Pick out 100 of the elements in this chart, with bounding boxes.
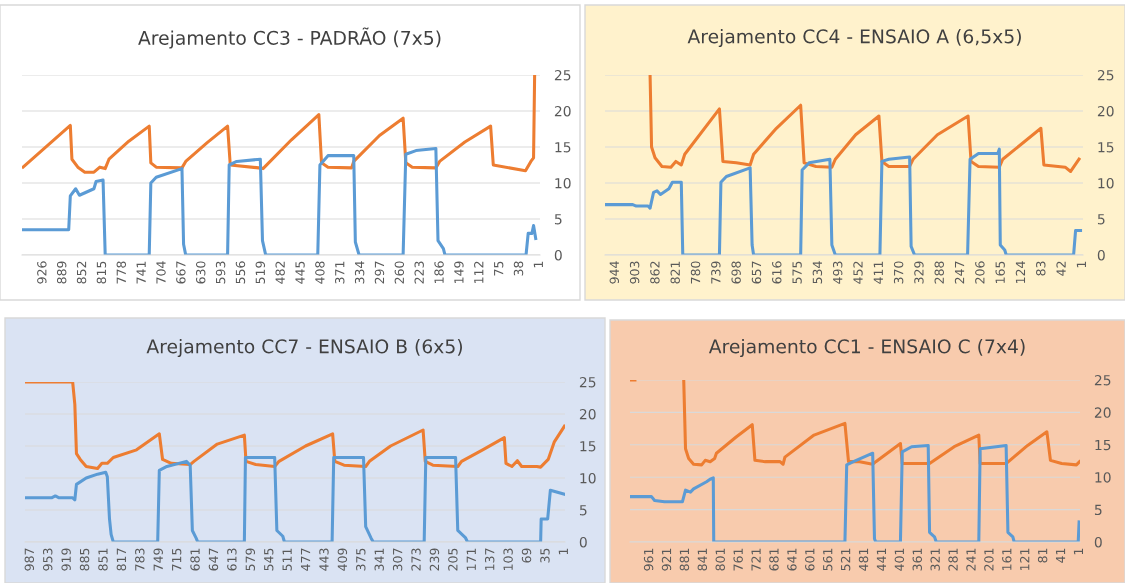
x-tick-label: 223 <box>414 261 424 284</box>
y-tick-label: 10 <box>580 472 596 484</box>
x-tick-label: 817 <box>116 548 127 571</box>
x-tick-label: 371 <box>335 261 345 284</box>
y-tick-label: 15 <box>555 142 571 153</box>
x-tick-label: 601 <box>805 548 815 571</box>
y-tick-label: 0 <box>1094 536 1102 548</box>
y-tick-label: 10 <box>1098 177 1114 189</box>
x-tick-label: 739 <box>711 261 721 284</box>
line-series <box>630 443 1080 542</box>
y-tick-label: 25 <box>1094 374 1111 386</box>
x-tick-label: 704 <box>156 261 166 284</box>
x-tick-label: 616 <box>772 261 782 284</box>
x-tick-label: 112 <box>474 261 484 284</box>
x-tick-label: 841 <box>697 548 708 571</box>
x-tick-label: 741 <box>136 261 146 284</box>
x-tick-label: 42 <box>1056 261 1066 276</box>
x-tick-label: 889 <box>56 261 67 284</box>
y-tick-label: 5 <box>1094 504 1102 516</box>
y-tick-label: 25 <box>1097 69 1114 81</box>
x-tick-label: 903 <box>629 261 640 284</box>
x-tick-label: 778 <box>116 261 127 284</box>
x-tick-label: 307 <box>392 548 403 571</box>
x-tick-label: 801 <box>715 548 725 571</box>
x-tick-label: 341 <box>374 548 384 571</box>
chart-title: Arejamento CC7 - ENSAIO B (6x5) <box>146 338 462 358</box>
y-tick-label: 20 <box>1097 105 1114 117</box>
y-tick-label: 0 <box>579 536 587 548</box>
x-tick-label: 149 <box>454 261 464 284</box>
x-tick-label: 206 <box>975 261 985 284</box>
x-tick-label: 630 <box>196 261 206 284</box>
x-tick-label: 260 <box>394 261 405 284</box>
line-series <box>25 455 565 542</box>
x-tick-label: 121 <box>1019 548 1030 571</box>
x-tick-label: 1 <box>1076 261 1086 268</box>
x-tick-label: 641 <box>787 548 797 571</box>
x-tick-label: 885 <box>79 548 90 571</box>
y-tick-label: 5 <box>579 505 587 516</box>
x-tick-label: 186 <box>434 261 444 284</box>
x-tick-label: 281 <box>948 548 958 571</box>
line-series <box>25 382 565 470</box>
x-tick-label: 1 <box>1073 548 1083 555</box>
x-tick-label: 408 <box>315 261 325 284</box>
x-tick-label: 401 <box>894 548 905 571</box>
y-tick-label: 15 <box>580 441 596 452</box>
x-tick-label: 493 <box>832 261 843 284</box>
x-tick-label: 35 <box>540 548 550 563</box>
y-tick-label: 20 <box>554 105 571 117</box>
x-tick-label: 761 <box>733 548 743 571</box>
x-tick-label: 297 <box>374 261 385 284</box>
x-tick-label: 852 <box>76 261 87 284</box>
x-tick-label: 545 <box>264 548 274 571</box>
x-tick-label: 441 <box>876 548 886 571</box>
line-series <box>648 75 1081 174</box>
x-tick-label: 124 <box>1015 261 1026 284</box>
line-series <box>22 146 538 255</box>
x-tick-label: 409 <box>337 548 348 571</box>
x-tick-label: 370 <box>893 261 904 284</box>
x-tick-label: 657 <box>751 261 762 284</box>
x-tick-label: 445 <box>295 261 305 284</box>
x-tick-label: 103 <box>503 548 513 571</box>
x-tick-label: 511 <box>282 548 292 571</box>
y-tick-label: 5 <box>554 214 562 225</box>
y-tick-label: 15 <box>1098 142 1114 153</box>
x-tick-label: 783 <box>135 548 145 571</box>
x-tick-label: 247 <box>954 261 965 284</box>
x-tick-label: 556 <box>235 261 246 284</box>
x-tick-label: 919 <box>61 548 71 571</box>
x-tick-label: 521 <box>840 548 851 571</box>
x-tick-label: 715 <box>172 548 182 571</box>
y-tick-label: 25 <box>579 376 596 388</box>
x-tick-label: 481 <box>858 548 869 571</box>
x-tick-label: 749 <box>153 548 163 571</box>
x-tick-label: 83 <box>1036 261 1046 276</box>
chart-title: Arejamento CC3 - PADRÃO (7x5) <box>138 27 441 49</box>
x-tick-label: 519 <box>255 261 266 284</box>
x-tick-label: 201 <box>984 548 994 571</box>
x-tick-label: 329 <box>914 261 924 284</box>
x-tick-label: 815 <box>96 261 107 284</box>
x-tick-label: 579 <box>245 548 256 571</box>
x-tick-label: 698 <box>731 261 741 284</box>
x-tick-label: 482 <box>275 261 285 284</box>
x-tick-label: 926 <box>37 261 47 284</box>
x-tick-label: 161 <box>1002 548 1012 571</box>
y-tick-label: 10 <box>1095 472 1111 483</box>
y-tick-label: 10 <box>555 177 571 189</box>
x-tick-label: 681 <box>190 548 200 571</box>
x-tick-label: 667 <box>176 261 186 284</box>
x-tick-label: 881 <box>679 548 690 571</box>
x-tick-label: 452 <box>853 261 863 284</box>
x-tick-label: 821 <box>670 261 680 284</box>
x-tick-label: 334 <box>354 261 365 284</box>
x-tick-label: 681 <box>769 548 779 571</box>
y-tick-label: 15 <box>1095 439 1111 451</box>
x-tick-label: 1 <box>533 261 543 268</box>
chart-title: Arejamento CC1 - ENSAIO C (7x4) <box>708 338 1025 358</box>
x-tick-label: 477 <box>300 548 311 571</box>
x-tick-label: 953 <box>43 548 53 571</box>
x-tick-label: 443 <box>319 548 329 571</box>
x-tick-label: 375 <box>356 548 366 571</box>
